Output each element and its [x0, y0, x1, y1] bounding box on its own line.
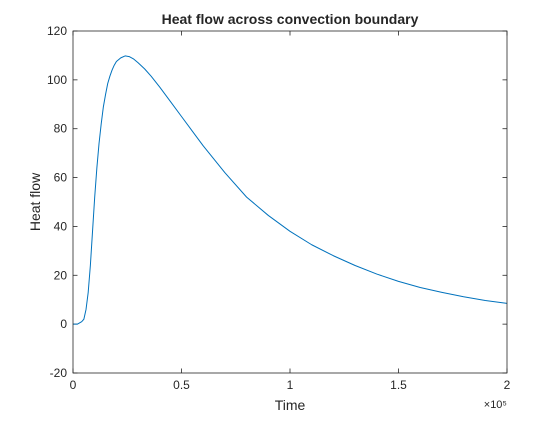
y-axis-label: Heat flow — [27, 172, 43, 231]
heat-flow-series-line — [73, 55, 508, 325]
y-tick-label: 0 — [60, 317, 67, 331]
x-tick-label: 2 — [504, 378, 511, 392]
y-tick-label: 120 — [47, 24, 67, 38]
axes-box — [72, 30, 508, 374]
y-tick-label: -20 — [50, 366, 68, 380]
plot-area — [73, 31, 507, 373]
x-axis-exponent-label: ×10⁵ — [484, 399, 507, 411]
x-tick-label: 1 — [287, 378, 294, 392]
x-tick-label: 0 — [70, 378, 77, 392]
y-tick-label: 100 — [47, 73, 67, 87]
y-tick-label: 60 — [54, 171, 68, 185]
x-tick-label: 0.5 — [173, 378, 190, 392]
chart-title: Heat flow across convection boundary — [162, 11, 419, 27]
y-tick-label: 80 — [54, 122, 68, 136]
x-tick-label: 1.5 — [390, 378, 407, 392]
y-tick-label: 40 — [54, 219, 68, 233]
y-tick-label: 20 — [54, 268, 68, 282]
x-axis-label: Time — [275, 397, 306, 413]
